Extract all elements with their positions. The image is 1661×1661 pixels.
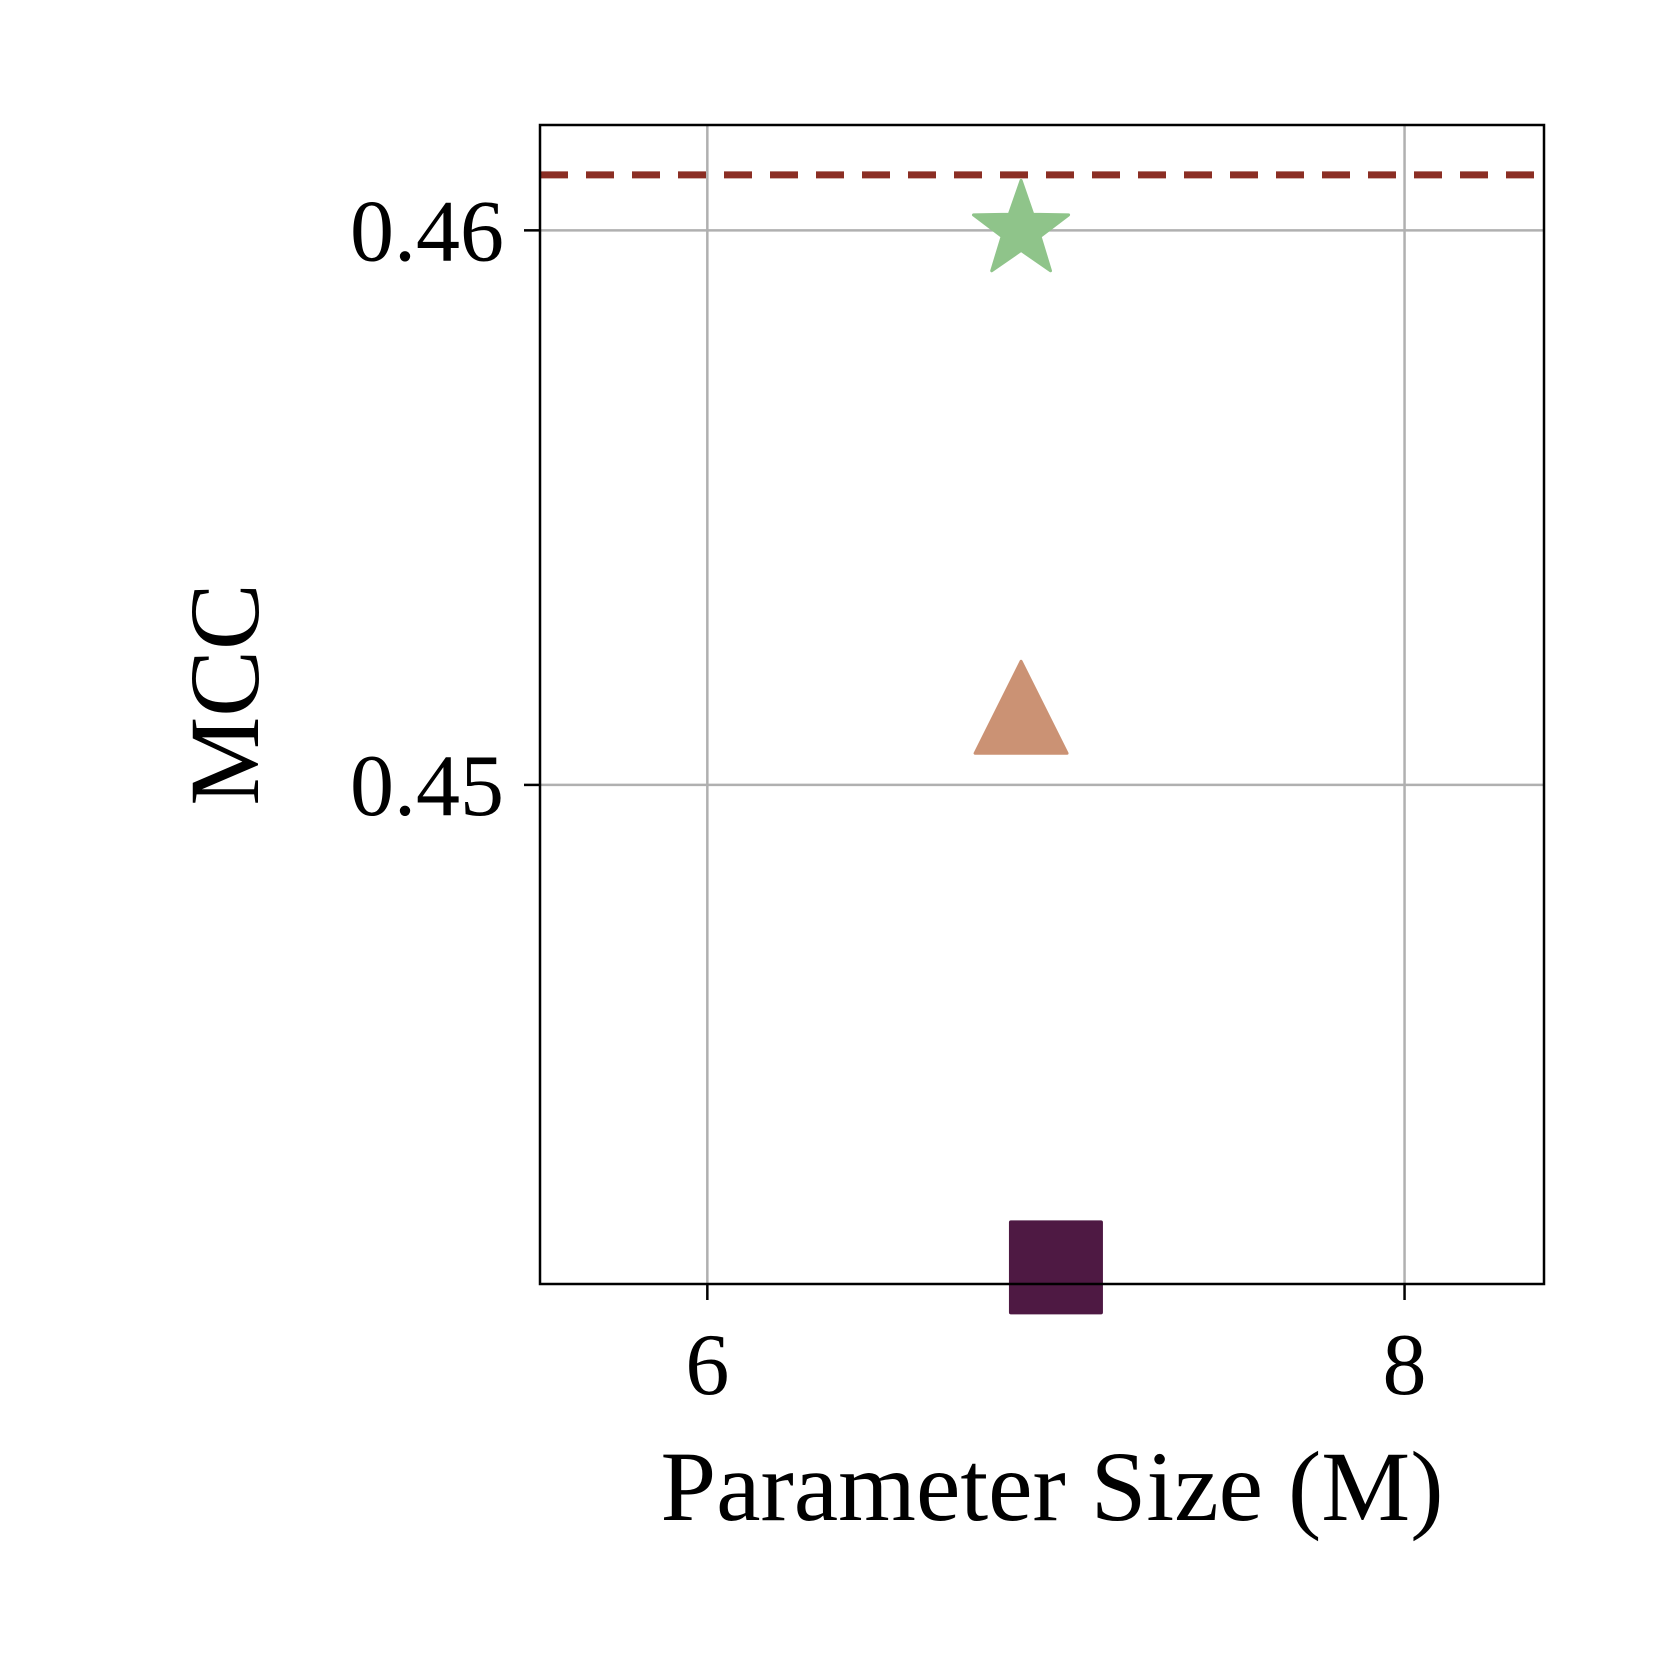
y-tick-label: 0.45 xyxy=(350,738,504,835)
y-tick-label: 0.46 xyxy=(350,183,504,280)
star-point xyxy=(972,178,1071,273)
grid xyxy=(540,125,1544,1284)
triangle-point xyxy=(973,659,1069,755)
ticks: 6 8 0.45 0.46 xyxy=(350,183,1427,1414)
y-axis-label: MCC xyxy=(169,583,280,805)
x-tick-label: 6 xyxy=(685,1317,729,1414)
plot-frame xyxy=(538,123,1546,1286)
data-points xyxy=(972,178,1103,1315)
x-tick-label: 8 xyxy=(1383,1317,1427,1414)
square-point xyxy=(1008,1220,1103,1315)
x-axis-label: Parameter Size (M) xyxy=(660,1431,1443,1542)
